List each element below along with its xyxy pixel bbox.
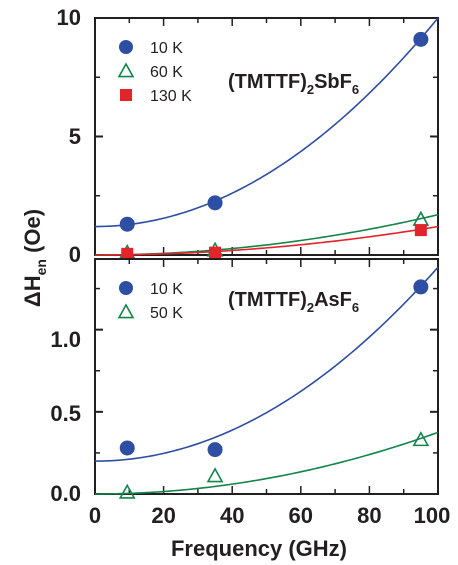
panel-top-legend: 10 K 60 K 130 K [117,40,192,105]
panel-bottom-compound: (TMTTF)2AsF6 [228,289,359,315]
panel-top-yticks [94,17,439,256]
data-point-130k [121,247,134,260]
legend-marker [117,303,135,319]
ytick-label: 0.0 [50,481,81,506]
legend-label: 60 K [150,64,183,81]
ytick-label: 1.0 [50,327,81,352]
data-point-50k [412,431,430,447]
panel-bottom-fits [94,266,439,495]
ytick-label: 5 [69,124,81,149]
xtick-label: 100 [414,503,451,528]
legend-label: 10 K [150,281,183,298]
panel-top-fits [94,17,439,256]
data-point-130k [209,246,222,259]
xtick-label: 40 [220,503,244,528]
panel-top-points [118,31,430,260]
panel-bottom: 10 K 50 K (TMTTF)2AsF6 1.0 0.5 0.0 [50,258,439,506]
fit-curve-0 [94,266,439,462]
ytick-label: 0.5 [50,401,81,426]
xtick-label: 80 [357,503,381,528]
legend-label: 50 K [150,305,183,322]
fit-curve-1 [94,431,439,495]
data-point-50k [206,467,224,483]
legend-marker [120,89,132,101]
panel-top-frame [94,17,439,256]
x-axis-title: Frequency (GHz) [171,536,347,561]
legend-marker [119,281,133,295]
data-point-130k [414,224,427,237]
panel-bottom-legend: 10 K 50 K [117,281,183,322]
panel-bottom-points [118,279,430,499]
fit-curve-2 [95,225,439,256]
legend-marker [117,62,135,78]
ytick-label: 0 [69,242,81,267]
data-point-10k [413,279,429,295]
legend-label: 130 K [150,88,192,105]
xtick-label: 0 [89,503,101,528]
xtick-label: 60 [289,503,313,528]
data-point-50k [118,483,136,499]
legend-label: 10 K [150,40,183,57]
xtick-label: 20 [151,503,175,528]
data-point-10k [413,31,429,47]
panel-top-compound: (TMTTF)2SbF6 [228,71,359,97]
x-axis-tick-labels: 0 20 40 60 80 100 [89,503,450,528]
data-point-10k [207,195,223,211]
panel-top-ytick-labels: 10 5 0 [57,5,81,267]
data-point-10k [119,216,135,232]
y-axis-title: ΔHen (Oe) [20,209,49,307]
panel-bottom-ytick-labels: 1.0 0.5 0.0 [50,327,81,506]
fit-curve-0 [94,17,439,228]
data-point-10k [119,440,135,456]
legend-marker [119,40,133,54]
data-point-10k [207,442,223,458]
panel-bottom-yticks [94,259,439,495]
ytick-label: 10 [57,5,81,30]
panel-top: 10 K 60 K 130 K (TMTTF)2SbF6 10 5 0 [57,5,439,267]
